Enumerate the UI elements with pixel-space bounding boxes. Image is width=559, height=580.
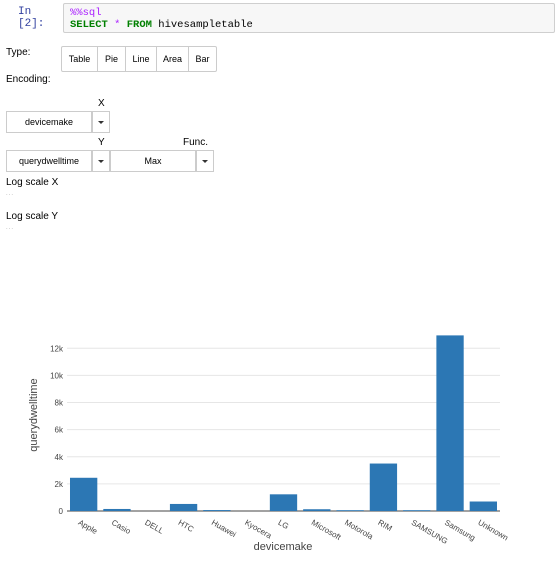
- x-axis-title: devicemake: [254, 541, 313, 553]
- log-scale-y-toggle[interactable]: ...: [6, 225, 15, 231]
- y-tick-label: 0: [59, 507, 64, 516]
- sql-star: *: [114, 19, 121, 31]
- log-scale-x-toggle[interactable]: ...: [6, 191, 15, 197]
- y-tick-label: 4k: [55, 453, 64, 462]
- x-column-dropdown-toggle[interactable]: [92, 111, 110, 133]
- y-axis-title: querydwelltime: [28, 378, 40, 451]
- y-column-dropdown[interactable]: querydwelltime: [6, 150, 92, 172]
- log-scale-y-label: Log scale Y: [6, 211, 59, 222]
- y-tick-label: 8k: [55, 399, 64, 408]
- encoding-label: Encoding:: [6, 74, 51, 85]
- x-tick-label: Casio: [110, 518, 133, 536]
- type-button-line[interactable]: Line: [125, 46, 157, 72]
- x-tick-label: DELL: [143, 518, 165, 536]
- x-tick-label: HTC: [177, 518, 196, 534]
- bar[interactable]: [69, 477, 98, 511]
- sql-magic: %%sql: [70, 7, 102, 19]
- chart-bars: [69, 335, 498, 511]
- bar[interactable]: [336, 510, 364, 511]
- bar[interactable]: [269, 494, 298, 511]
- x-tick-label: Apple: [77, 518, 100, 536]
- type-label: Type:: [6, 47, 31, 58]
- chevron-down-icon: [98, 120, 104, 124]
- type-button-table[interactable]: Table: [61, 46, 98, 72]
- bar[interactable]: [203, 510, 231, 511]
- y-tick-label: 2k: [55, 480, 64, 489]
- bar[interactable]: [169, 503, 198, 511]
- y-tick-label: 6k: [55, 426, 64, 435]
- log-scale-x-label: Log scale X: [6, 177, 59, 188]
- x-tick-label: Motorola: [343, 518, 375, 542]
- bar[interactable]: [369, 463, 398, 511]
- y-column-dropdown-toggle[interactable]: [92, 150, 110, 172]
- func-dropdown[interactable]: Max: [110, 150, 196, 172]
- x-tick-label: Kyocera: [243, 518, 273, 541]
- x-column-dropdown[interactable]: devicemake: [6, 111, 92, 133]
- x-tick-label: RIM: [376, 518, 393, 533]
- bar[interactable]: [469, 501, 498, 511]
- x-tick-label: SAMSUNG: [410, 518, 450, 546]
- x-axis-label: X: [98, 98, 105, 109]
- x-tick-label: Microsoft: [310, 518, 343, 542]
- chevron-down-icon: [98, 159, 104, 163]
- sql-keyword-select: SELECT: [70, 19, 108, 31]
- sql-keyword-from: FROM: [126, 19, 152, 31]
- chart-type-button-group: Table Pie Line Area Bar: [61, 46, 217, 72]
- bar[interactable]: [103, 508, 131, 511]
- func-label: Func.: [183, 137, 209, 148]
- chevron-down-icon: [202, 159, 208, 163]
- func-dropdown-toggle[interactable]: [196, 150, 214, 172]
- bar[interactable]: [436, 335, 464, 511]
- bar[interactable]: [403, 510, 431, 511]
- bar[interactable]: [303, 509, 331, 511]
- y-tick-label: 10k: [50, 371, 64, 380]
- y-tick-labels: 0 2k 4k 6k 8k 10k 12k: [50, 344, 64, 516]
- x-tick-label: Unknown: [476, 518, 509, 542]
- type-button-bar[interactable]: Bar: [188, 46, 217, 72]
- x-tick-label: Huawei: [210, 518, 238, 539]
- chart-gridlines: [67, 347, 500, 512]
- cell-prompt: In [2]:: [18, 6, 45, 30]
- code-cell-input[interactable]: %%sql SELECT * FROM hivesampletable: [63, 3, 555, 33]
- y-axis-label: Y: [98, 137, 105, 148]
- y-tick-label: 12k: [50, 344, 64, 353]
- sql-table-name: hivesampletable: [158, 19, 253, 31]
- x-tick-label: LG: [277, 518, 291, 531]
